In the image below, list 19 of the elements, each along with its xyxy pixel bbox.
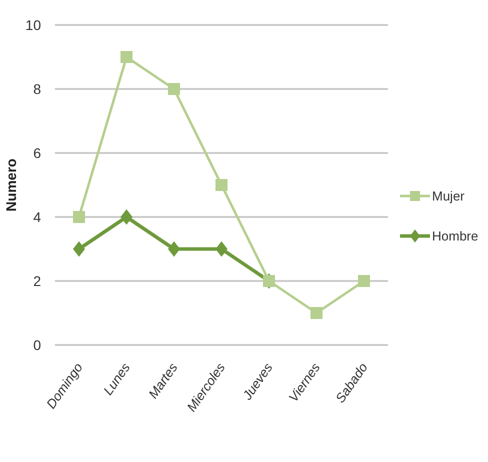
point bbox=[120, 51, 132, 63]
legend-label: Hombre bbox=[432, 228, 478, 244]
y-tick-label: 6 bbox=[33, 144, 42, 161]
point bbox=[358, 275, 370, 287]
legend-label: Mujer bbox=[432, 188, 466, 204]
point bbox=[216, 241, 228, 257]
point bbox=[73, 241, 85, 257]
point bbox=[168, 83, 180, 95]
point bbox=[120, 209, 132, 225]
y-tick-label: 2 bbox=[33, 272, 42, 289]
y-tick-label: 8 bbox=[33, 80, 42, 97]
point bbox=[73, 211, 85, 223]
y-tick-label: 4 bbox=[33, 208, 42, 225]
y-tick-label: 0 bbox=[33, 336, 42, 353]
y-tick-label: 10 bbox=[25, 16, 42, 33]
point bbox=[168, 241, 180, 257]
point bbox=[310, 307, 322, 319]
y-axis-title: Numero bbox=[3, 158, 19, 212]
point bbox=[216, 179, 228, 191]
